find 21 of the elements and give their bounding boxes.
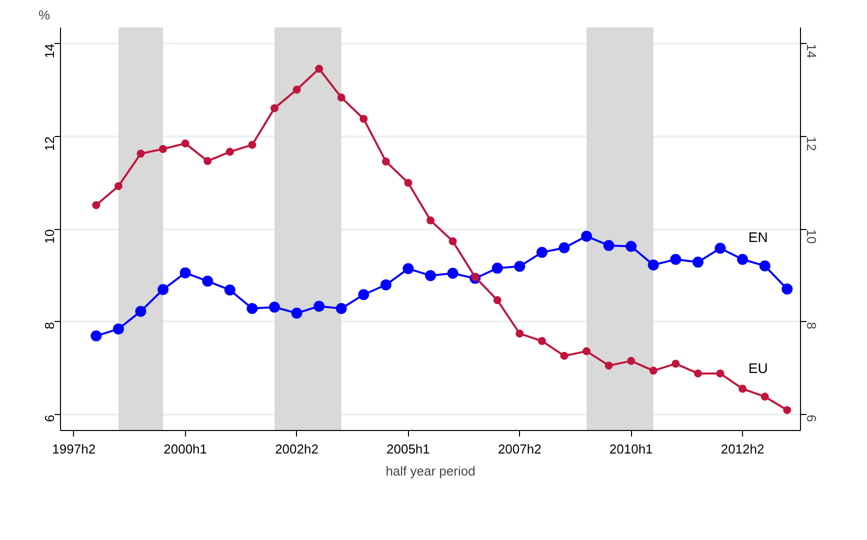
y2-tick-label: 14 bbox=[804, 44, 819, 58]
x-tick-label: 2002h2 bbox=[275, 442, 318, 456]
series-label: EU bbox=[748, 360, 768, 376]
y-tick-label: 6 bbox=[42, 414, 57, 422]
y-tick-label: 10 bbox=[42, 229, 57, 244]
x-tick-label: 2012h2 bbox=[720, 442, 764, 456]
y-tick-label: 8 bbox=[42, 322, 57, 330]
y2-tick-label: 6 bbox=[804, 414, 819, 422]
y2-tick-label: 10 bbox=[804, 229, 819, 244]
y2-tick-label: 8 bbox=[804, 322, 819, 330]
y-axis-title: % bbox=[38, 8, 50, 22]
x-tick-label: 2000h1 bbox=[164, 442, 208, 456]
y-tick-label: 12 bbox=[42, 136, 57, 151]
y-tick-label: 14 bbox=[42, 44, 57, 58]
x-tick-label: 1997h2 bbox=[52, 442, 96, 456]
y2-tick-label: 12 bbox=[804, 136, 819, 151]
x-tick-label: 2007h2 bbox=[498, 442, 542, 456]
x-axis-title: half year period bbox=[386, 464, 476, 478]
x-tick-label: 2010h1 bbox=[609, 442, 653, 456]
series-label: EN bbox=[748, 229, 768, 245]
x-tick-label: 2005h1 bbox=[386, 442, 430, 456]
